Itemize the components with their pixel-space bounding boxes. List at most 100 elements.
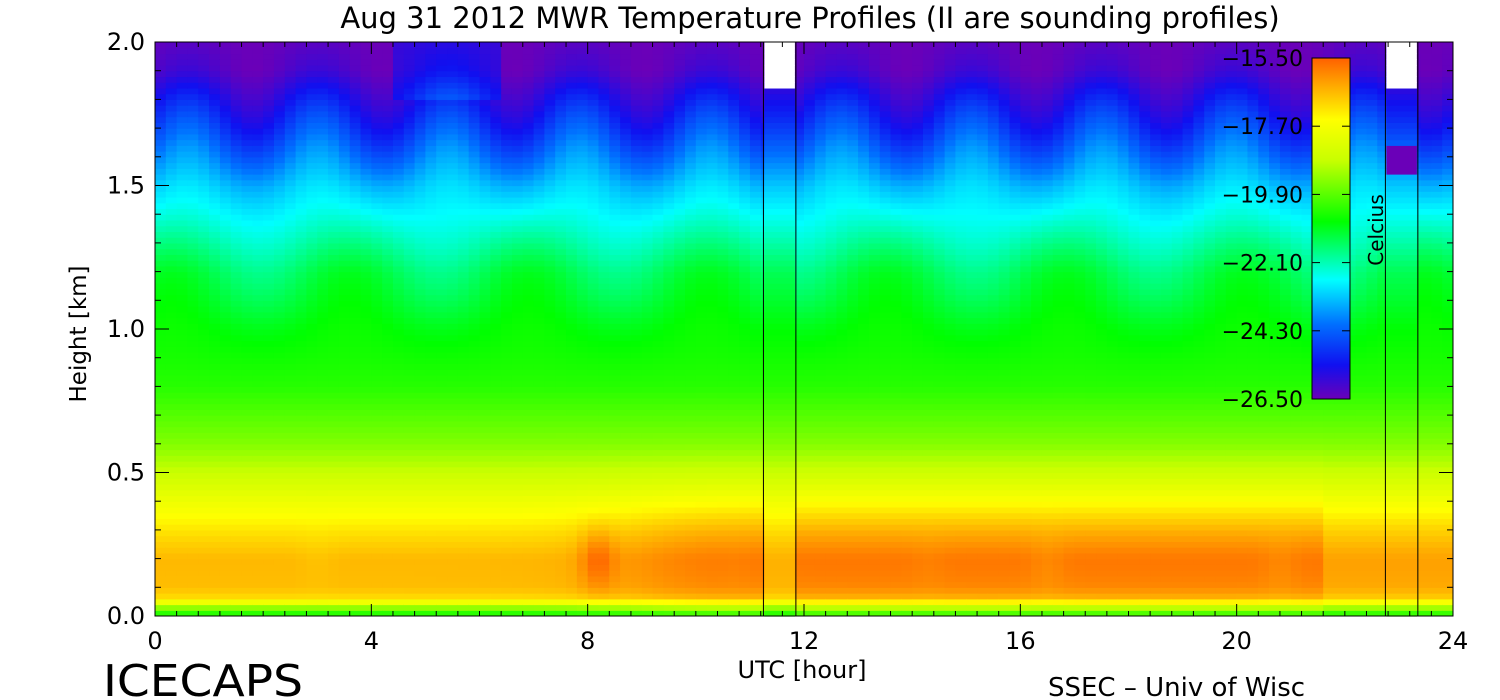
heatmap-cell: [338, 432, 351, 439]
heatmap-cell: [219, 374, 232, 382]
heatmap-cell: [382, 64, 394, 72]
heatmap-cell: [479, 466, 491, 474]
heatmap-cell: [663, 242, 675, 250]
heatmap-cell: [414, 93, 427, 100]
heatmap-cell: [457, 340, 470, 347]
heatmap-cell: [176, 329, 189, 336]
heatmap-cell: [263, 426, 275, 433]
heatmap-cell: [187, 581, 199, 588]
heatmap-cell: [447, 369, 459, 376]
heatmap-cell: [544, 340, 556, 347]
heatmap-cell: [187, 105, 199, 112]
heatmap-cell: [230, 374, 243, 382]
heatmap-cell: [230, 529, 243, 537]
heatmap-cell: [598, 455, 610, 462]
heatmap-cell: [273, 380, 286, 387]
heatmap-cell: [533, 369, 545, 376]
heatmap-cell: [382, 191, 394, 198]
heatmap-cell: [457, 547, 470, 554]
heatmap-cell: [630, 110, 643, 118]
heatmap-cell: [328, 208, 340, 215]
heatmap-cell: [219, 604, 232, 611]
heatmap-cell: [630, 610, 643, 616]
heatmap-cell: [522, 214, 535, 221]
heatmap-cell: [392, 547, 405, 554]
heatmap-cell: [685, 483, 697, 491]
heatmap-cell: [382, 564, 394, 571]
heatmap-cell: [447, 139, 459, 146]
heatmap-cell: [511, 478, 524, 485]
heatmap-cell: [490, 363, 502, 370]
heatmap-cell: [587, 483, 600, 491]
heatmap-cell: [501, 386, 513, 393]
heatmap-cell: [490, 105, 502, 112]
heatmap-cell: [371, 225, 383, 233]
heatmap-cell: [468, 139, 481, 146]
heatmap-cell: [187, 443, 199, 451]
heatmap-cell: [198, 99, 210, 106]
heatmap-cell: [587, 59, 600, 66]
heatmap-cell: [209, 506, 221, 514]
heatmap-cell: [306, 99, 318, 106]
heatmap-cell: [468, 145, 481, 152]
heatmap-cell: [457, 139, 470, 146]
heatmap-cell: [176, 202, 189, 210]
heatmap-cell: [155, 70, 167, 78]
heatmap-cell: [360, 466, 372, 474]
heatmap-cell: [511, 466, 524, 474]
heatmap-cell: [630, 409, 643, 416]
heatmap-cell: [403, 231, 416, 238]
heatmap-cell: [241, 495, 253, 502]
heatmap-cell: [479, 587, 491, 594]
heatmap-cell: [652, 392, 664, 399]
heatmap-cell: [360, 162, 372, 169]
heatmap-cell: [620, 174, 632, 181]
heatmap-cell: [284, 133, 297, 141]
heatmap-cell: [652, 87, 664, 95]
heatmap-cell: [306, 501, 318, 508]
heatmap-cell: [187, 242, 199, 250]
heatmap-cell: [241, 248, 253, 255]
heatmap-cell: [284, 179, 297, 187]
heatmap-cell: [576, 455, 589, 462]
heatmap-cell: [338, 162, 351, 169]
heatmap-cell: [425, 219, 437, 227]
heatmap-cell: [468, 219, 481, 227]
heatmap-cell: [544, 593, 556, 600]
heatmap-cell: [209, 581, 221, 588]
heatmap-cell: [273, 363, 286, 370]
heatmap-cell: [630, 214, 643, 221]
heatmap-cell: [252, 564, 264, 571]
heatmap-cell: [663, 518, 675, 525]
heatmap-cell: [598, 409, 610, 416]
heatmap-cell: [187, 547, 199, 554]
heatmap-cell: [620, 415, 632, 422]
heatmap-cell: [501, 604, 513, 611]
heatmap-cell: [187, 214, 199, 221]
heatmap-cell: [176, 397, 189, 405]
heatmap-cell: [576, 265, 589, 273]
heatmap-cell: [620, 483, 632, 491]
heatmap-cell: [284, 420, 297, 428]
heatmap-cell: [382, 260, 394, 267]
heatmap-cell: [392, 242, 405, 250]
heatmap-cell: [414, 478, 427, 485]
heatmap-cell: [630, 593, 643, 600]
heatmap-cell: [382, 570, 394, 577]
heatmap-cell: [641, 87, 654, 95]
heatmap-cell: [371, 392, 383, 399]
heatmap-cell: [566, 202, 578, 210]
heatmap-cell: [533, 506, 545, 514]
heatmap-cell: [490, 438, 502, 445]
heatmap-cell: [187, 334, 199, 342]
heatmap-cell: [457, 128, 470, 135]
heatmap-cell: [620, 202, 632, 210]
heatmap-cell: [371, 288, 383, 296]
heatmap-cell: [317, 225, 329, 233]
heatmap-cell: [447, 294, 459, 301]
heatmap-cell: [522, 42, 535, 49]
heatmap-cell: [403, 593, 416, 600]
heatmap-cell: [263, 575, 275, 583]
heatmap-cell: [620, 478, 632, 485]
heatmap-cell: [587, 42, 600, 49]
